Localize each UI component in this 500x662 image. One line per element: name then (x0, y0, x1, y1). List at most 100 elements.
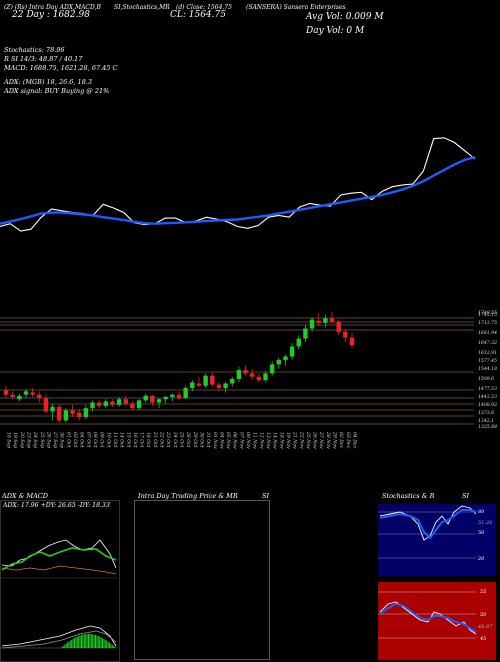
date-label: 18 Oct (145, 432, 151, 448)
intra-panel-title: Intra Day Trading Price & MR (138, 492, 238, 500)
date-label: 06 Nov (232, 432, 238, 449)
stoch-level-80: 80 (478, 509, 485, 515)
candle-body (183, 387, 188, 399)
date-label: 13 Nov (265, 432, 271, 449)
price-label: 1544.18 (478, 366, 497, 372)
stoch-level-50: 50 (478, 530, 485, 536)
date-label: 12 Nov (258, 432, 264, 449)
date-label: 18 Nov (278, 432, 284, 449)
candle-body (210, 375, 215, 385)
macd-histogram-bar (109, 642, 110, 648)
candle-body (276, 359, 282, 365)
adx-signal: ADX signal: BUY Buying @ 21% (4, 87, 110, 95)
candle-body (190, 382, 195, 388)
candle-body (249, 373, 255, 377)
header-22day: 22 Day : 1682.98 (12, 10, 90, 20)
macd-histogram-bar (78, 636, 80, 648)
date-label: 15 Oct (125, 432, 131, 448)
candle-body (17, 395, 22, 400)
si-level-45: 45 (480, 636, 487, 642)
macd-histogram-bar (71, 639, 73, 648)
macd-histogram-bar (107, 641, 109, 648)
candle-body (83, 408, 89, 418)
candle-body (236, 370, 242, 379)
macd-histogram-bar (88, 634, 89, 648)
candle-body (103, 401, 109, 406)
candle-body (90, 402, 95, 409)
candle-body (309, 319, 315, 329)
date-label: 14 Nov (272, 432, 278, 449)
si-bg (378, 582, 496, 660)
date-label: 24 Oct (172, 431, 178, 448)
macd-histogram-bar (69, 640, 71, 648)
candle-body (116, 399, 122, 405)
date-label: 09 Oct (99, 432, 105, 448)
stochastics-readout: Stochastics: 78.96 (4, 46, 65, 54)
ma-line-1 (0, 156, 476, 225)
price-label: 1408.92 (478, 402, 497, 408)
adx-macd-panel: ADX: 17.96 +DY: 26.65 -DY: 18.33 (0, 500, 120, 662)
date-label: 21 Oct (152, 431, 158, 448)
macd-histogram-bar (75, 637, 77, 648)
date-label: 04 Dec (352, 432, 358, 449)
date-label: 03 Oct (72, 432, 78, 448)
candle-body (176, 394, 182, 399)
date-label: 25 Oct (179, 431, 185, 448)
date-label: 22 Oct (159, 431, 165, 448)
candle-body (76, 412, 82, 418)
candle-body (283, 356, 288, 360)
date-label: 17 Oct (139, 432, 145, 448)
candle-body (3, 390, 9, 395)
date-label: 18 Sep (6, 432, 12, 448)
candle-body (110, 401, 115, 405)
candle-body (323, 318, 328, 323)
si-value: 48.87 (478, 624, 493, 630)
main-chart: 18 Sep 19 Sep 20 Sep 23 Sep 24 Sep 25 Sep 26 S… (0, 137, 497, 449)
macd-histogram-bar (103, 638, 105, 648)
si-level-55: 55 (480, 589, 487, 595)
macd-histogram-bar (99, 636, 101, 648)
date-label: 04 Oct (79, 432, 85, 448)
candle-body (256, 376, 262, 381)
macd-readout: MACD: 1688.75, 1621.28, 67.45 C (4, 64, 118, 72)
macd-histogram-bar (96, 635, 98, 648)
date-label: 30 Oct (198, 432, 204, 448)
date-label: 08 Nov (245, 432, 251, 449)
date-label: 30 Sep (59, 432, 65, 448)
macd-histogram-bar (97, 636, 99, 648)
candle-body (37, 394, 42, 399)
stoch-bg (378, 504, 496, 576)
price-label: 1509.6 (478, 376, 494, 382)
date-label: 23 Sep (25, 431, 31, 448)
header-avg-vol: Avg Vol: 0.009 M (306, 12, 384, 22)
price-label: 1325.88 (478, 424, 497, 430)
macd-histogram-bar (92, 634, 94, 648)
intra-panel-si: SI (262, 492, 270, 500)
candle-body (57, 407, 62, 421)
stoch-panel-title: Stochastics & R (382, 492, 435, 500)
candle-body (50, 407, 55, 412)
macd-histogram-bar (95, 635, 96, 648)
candle-body (289, 346, 295, 357)
macd-histogram-bar (111, 644, 113, 648)
macd-histogram-bar (100, 637, 102, 648)
date-label: 16 Oct (132, 432, 138, 448)
price-label: 1612.91 (478, 350, 497, 356)
price-label: 1443.23 (478, 394, 497, 400)
macd-histogram-bar (85, 634, 87, 648)
header-cl: CL: 1564.75 (170, 10, 226, 20)
macd-histogram-bar (67, 642, 68, 648)
candle-body (243, 370, 248, 374)
candle-body (130, 403, 135, 409)
price-label: 1647.32 (478, 340, 497, 346)
date-label: 08 Oct (92, 432, 98, 448)
candle-body (349, 337, 355, 346)
price-label: 1681.94 (478, 330, 497, 336)
stoch-level-20: 20 (478, 556, 485, 562)
date-label: 07 Oct (85, 432, 91, 448)
adx-values: ADX: 17.96 +DY: 26.65 -DY: 18.33 (3, 502, 110, 509)
date-label: 21 Nov (292, 431, 298, 449)
date-label: 29 Nov (332, 431, 338, 449)
date-label: 10 Oct (105, 432, 111, 448)
